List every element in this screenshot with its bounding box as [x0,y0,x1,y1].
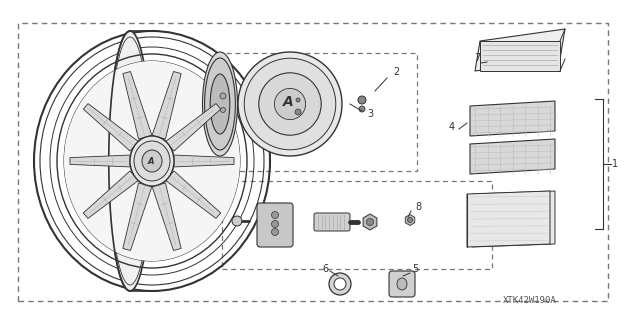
Polygon shape [166,171,221,219]
Polygon shape [472,191,555,247]
Ellipse shape [110,37,150,285]
FancyBboxPatch shape [389,271,415,297]
Circle shape [329,273,351,295]
Circle shape [259,73,321,135]
Circle shape [334,278,346,290]
Circle shape [359,106,365,112]
Ellipse shape [205,58,236,150]
Text: XTK42W190A: XTK42W190A [503,296,557,305]
Text: 6: 6 [322,264,328,274]
FancyBboxPatch shape [314,213,350,231]
Polygon shape [123,183,152,250]
Ellipse shape [134,141,170,181]
Circle shape [220,93,226,99]
Polygon shape [123,71,152,139]
Ellipse shape [210,74,230,134]
Bar [222,181,492,269]
Circle shape [221,108,225,113]
Circle shape [295,109,301,115]
Ellipse shape [202,52,237,156]
Polygon shape [152,71,181,139]
Polygon shape [70,155,130,167]
Ellipse shape [64,61,240,261]
Ellipse shape [397,278,407,290]
Circle shape [408,218,413,222]
Ellipse shape [140,148,164,174]
FancyBboxPatch shape [257,203,293,247]
Bar [222,53,417,171]
Ellipse shape [130,136,174,186]
Polygon shape [470,139,555,174]
Polygon shape [83,104,138,151]
Polygon shape [480,41,560,71]
Polygon shape [152,183,181,250]
Ellipse shape [142,150,162,172]
Text: 5: 5 [412,264,418,274]
Circle shape [232,216,242,226]
Bar [18,23,608,301]
Circle shape [358,96,366,104]
Polygon shape [83,171,138,219]
Text: 7: 7 [474,53,480,63]
Circle shape [244,58,336,150]
Ellipse shape [130,136,174,186]
Polygon shape [475,29,565,71]
Circle shape [238,52,342,156]
Polygon shape [174,155,234,167]
Polygon shape [166,104,221,151]
Circle shape [296,98,300,102]
Circle shape [271,228,278,235]
Text: 2: 2 [393,67,399,77]
Circle shape [275,88,306,120]
Text: A: A [148,157,154,166]
Text: A: A [283,95,293,109]
Text: 1: 1 [612,159,618,169]
Text: 4: 4 [449,122,455,132]
Ellipse shape [134,141,170,181]
Circle shape [271,211,278,219]
Circle shape [271,220,278,227]
Circle shape [367,219,374,226]
Text: 3: 3 [367,109,373,119]
Polygon shape [467,191,550,247]
Ellipse shape [109,31,151,291]
Polygon shape [470,101,555,136]
Text: 8: 8 [415,202,421,212]
